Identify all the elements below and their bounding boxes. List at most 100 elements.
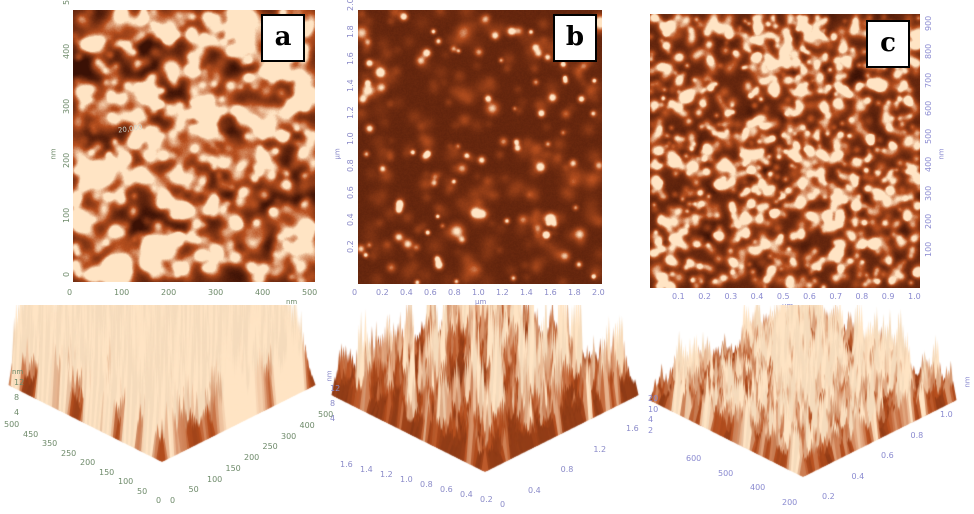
x-unit-label-b: µm: [475, 298, 487, 306]
afm-3d-surface-b: [320, 305, 640, 505]
surface-axis-tick-b: 0.8: [420, 480, 433, 489]
panel-label-c: c: [866, 20, 910, 68]
y-tick-label-c: 400: [924, 156, 933, 173]
surface-axis-tick-a: 250: [262, 442, 278, 452]
x-tick-label-b: 0.8: [448, 288, 461, 297]
surface-axis-tick-a: 0: [156, 496, 162, 505]
surface-axis-tick-a: 500: [4, 420, 20, 429]
x-tick-label-c: 0.1: [672, 292, 685, 301]
x-tick-label-b: 1.6: [544, 288, 557, 297]
surface-axis-tick-c: 0.2: [822, 492, 835, 501]
surface-axis-tick-b: 1.6: [626, 424, 639, 433]
surface-axis-tick-b: 1.2: [593, 444, 607, 454]
x-tick-label-c: 0.7: [829, 292, 843, 301]
afm-image-panel-a: a 20,000 0100200300400500010020030040050…: [0, 0, 320, 306]
y-tick-label-a: 500: [62, 0, 71, 5]
surface-axis-tick-b: 1.0: [400, 475, 413, 484]
surface-axis-tick-b: 1.4: [360, 465, 373, 474]
surface-axis-tick-a: 400: [299, 420, 315, 430]
y-tick-label-c: 100: [924, 241, 933, 257]
surface-z-tick-c: 2: [648, 426, 654, 435]
surface-axis-tick-b: 0.4: [460, 490, 473, 499]
x-tick-label-c: 0.3: [724, 292, 738, 301]
surface-z-unit-b: nm: [325, 370, 334, 382]
y-tick-label-c: 600: [924, 100, 933, 116]
afm-image-panel-c: c 0.1 0.2 0.3 0.4 0.5 0.6 0.7 0.8 0.9 1.0 100 200 30…: [640, 0, 974, 310]
x-tick-label-c: 0.5: [776, 292, 790, 301]
surface-axis-tick-c: 500: [718, 468, 734, 478]
x-tick-label-a: 0: [67, 288, 73, 297]
surface-axis-tick-a: 450: [23, 429, 39, 439]
x-tick-label-b: 2.0: [592, 288, 605, 297]
x-tick-label-b: 0.2: [376, 288, 389, 297]
y-unit-label-b: µm: [333, 148, 342, 160]
x-tick-label-a: 300: [208, 288, 224, 297]
surface-z-unit-a: nm: [12, 368, 24, 376]
surface-z-tick-a: 12: [14, 378, 25, 387]
x-tick-label-c: 0.2: [698, 292, 711, 301]
y-tick-label-b: 2.0: [346, 0, 355, 11]
panel-label-b: b: [553, 14, 597, 62]
surface-axis-tick-b: 0.4: [528, 486, 541, 495]
surface-axis-tick-b: 0.8: [560, 465, 574, 475]
x-tick-label-c: 1.0: [908, 292, 921, 301]
y-tick-label-b: 0.8: [346, 159, 355, 173]
surface-z-tick-a: 8: [14, 393, 20, 402]
panel-label-a: a: [261, 14, 305, 62]
afm-3d-surface-c: [640, 305, 974, 505]
surface-axis-tick-c: 600: [686, 454, 702, 463]
afm-3d-surface-a: [0, 305, 320, 505]
y-tick-label-c: 500: [924, 128, 933, 144]
surface-z-unit-c: nm: [963, 376, 972, 388]
surface-axis-tick-b: 1.6: [340, 460, 353, 469]
y-tick-label-a: 100: [62, 207, 71, 223]
y-tick-label-b: 0.4: [346, 213, 355, 227]
x-unit-label-a: nm: [286, 298, 298, 306]
x-tick-label-b: 1.2: [496, 288, 509, 297]
surface-axis-tick-a: 200: [80, 458, 96, 467]
surface-axis-tick-a: 0: [170, 496, 176, 505]
surface-z-tick-a: 4: [14, 408, 20, 417]
y-tick-label-b: 0.2: [346, 240, 355, 253]
surface-axis-tick-a: 300: [281, 431, 297, 441]
y-tick-label-b: 1.2: [346, 105, 355, 119]
surface-axis-tick-a: 100: [118, 477, 134, 486]
afm-image-panel-b: b 0 0.2 0.4 0.6 0.8 1.0 1.2 1.4 1.6 1.8 2.0 0.2 0.4 0…: [320, 0, 640, 306]
surface-axis-tick-b: 0: [500, 500, 506, 509]
surface-axis-tick-a: 50: [137, 486, 148, 496]
surface-z-tick-c: 4: [648, 415, 654, 425]
surface-axis-tick-c: 0.4: [851, 471, 865, 481]
surface-axis-tick-a: 500: [318, 410, 334, 419]
y-tick-label-c: 300: [924, 185, 933, 201]
x-tick-label-a: 500: [302, 288, 318, 297]
y-tick-label-c: 900: [924, 15, 933, 31]
y-unit-label-a: nm: [49, 148, 58, 160]
y-tick-label-c: 200: [924, 213, 933, 229]
surface-axis-tick-a: 50: [188, 485, 199, 495]
surface-z-tick-b: 4: [330, 414, 336, 423]
y-tick-label-b: 1.0: [346, 132, 355, 146]
surface-axis-tick-b: 1.2: [380, 470, 393, 479]
x-tick-label-c: 0.9: [881, 292, 895, 301]
y-unit-label-c: nm: [937, 148, 946, 160]
surface-axis-tick-a: 100: [207, 474, 223, 484]
x-tick-label-c: 0.4: [750, 292, 764, 301]
y-tick-label-b: 1.4: [346, 78, 355, 92]
surface-axis-tick-c: 400: [750, 483, 766, 493]
x-tick-label-c: 0.6: [803, 292, 816, 301]
x-tick-label-a: 100: [114, 288, 130, 297]
y-tick-label-b: 0.6: [346, 186, 355, 200]
x-tick-label-c: 0.8: [855, 292, 869, 301]
x-tick-label-b: 0.4: [400, 288, 413, 297]
surface-axis-tick-c: 0.6: [881, 451, 894, 460]
x-tick-label-b: 1.8: [568, 288, 581, 297]
surface-axis-tick-a: 200: [244, 453, 260, 462]
y-tick-label-c: 700: [924, 72, 933, 88]
surface-axis-tick-a: 150: [99, 467, 115, 477]
surface-axis-tick-a: 250: [61, 448, 77, 458]
y-tick-label-c: 800: [924, 43, 933, 60]
surface-axis-tick-b: 0.6: [440, 485, 453, 494]
x-tick-label-b: 0: [352, 288, 358, 297]
x-tick-label-b: 1.0: [472, 288, 485, 297]
x-tick-label-b: 0.6: [424, 288, 437, 297]
